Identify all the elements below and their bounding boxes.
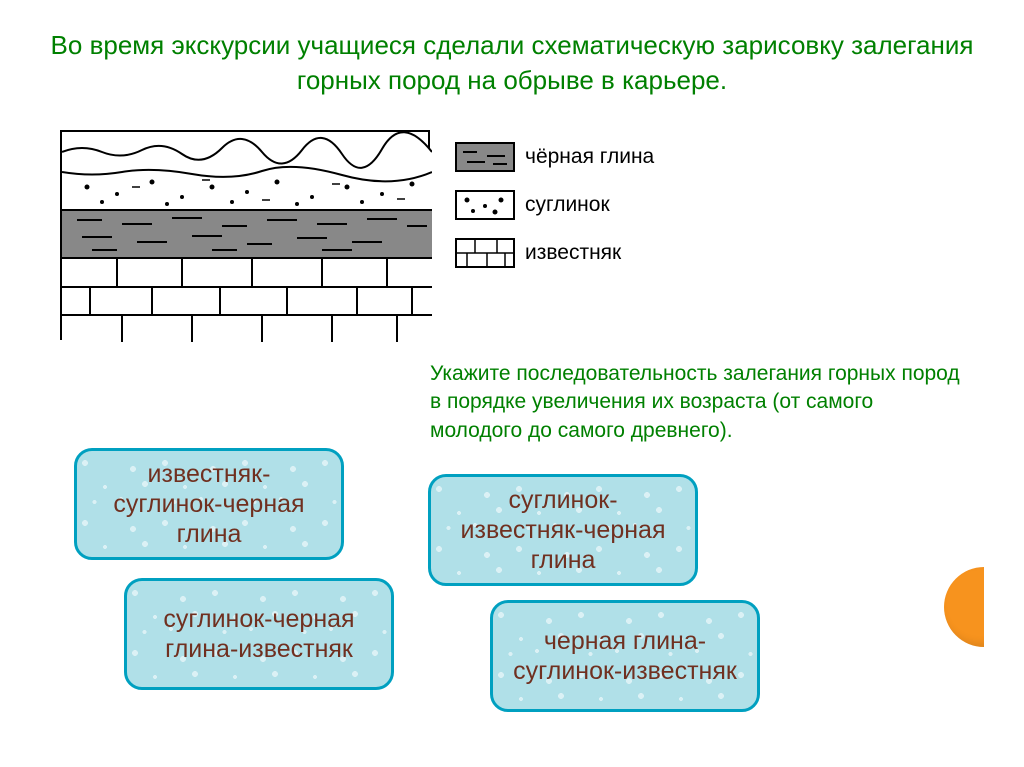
legend-item-limestone: известняк bbox=[455, 238, 675, 268]
legend-item-loam: суглинок bbox=[455, 190, 675, 220]
legend: чёрная глина суглинок bbox=[455, 142, 675, 286]
legend-swatch-limestone bbox=[455, 238, 515, 268]
question-text: Укажите последовательность залегания гор… bbox=[430, 360, 970, 445]
legend-item-clay: чёрная глина bbox=[455, 142, 675, 172]
answer-option-a4[interactable]: черная глина-суглинок-известняк bbox=[490, 600, 760, 712]
legend-swatch-clay bbox=[455, 142, 515, 172]
legend-label-clay: чёрная глина bbox=[525, 145, 654, 168]
nav-next-button[interactable] bbox=[944, 567, 1024, 647]
cross-section-diagram bbox=[60, 130, 430, 340]
legend-label-loam: суглинок bbox=[525, 193, 610, 216]
legend-label-limestone: известняк bbox=[525, 241, 621, 264]
answer-option-a1[interactable]: известняк-суглинок-черная глина bbox=[74, 448, 344, 560]
answer-option-a3[interactable]: суглинок-черная глина-известняк bbox=[124, 578, 394, 690]
legend-swatch-loam bbox=[455, 190, 515, 220]
slide-title: Во время экскурсии учащиеся сделали схем… bbox=[30, 28, 994, 98]
strata-svg bbox=[62, 132, 432, 342]
answer-option-a2[interactable]: суглинок-известняк-черная глина bbox=[428, 474, 698, 586]
rock-diagram-area: чёрная глина суглинок bbox=[60, 130, 680, 350]
